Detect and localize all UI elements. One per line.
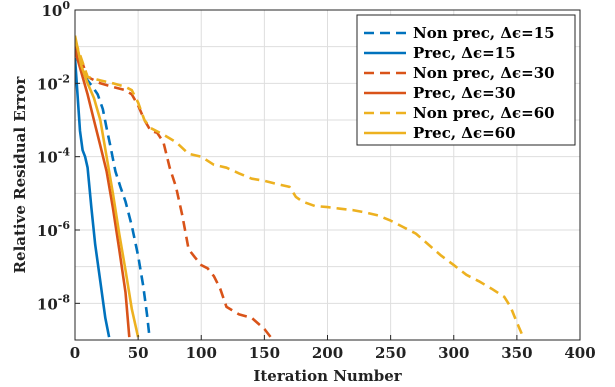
series-line-2 (75, 57, 111, 338)
series-line-6 (75, 35, 140, 338)
legend: Non prec, Δϵ=15 Prec, Δϵ=15 Non prec, Δϵ=3… (356, 14, 576, 146)
series-line-5 (75, 39, 525, 338)
legend-label-1: Non prec, Δϵ=15 (413, 24, 555, 42)
legend-box (356, 14, 576, 146)
legend-label-5: Non prec, Δϵ=60 (413, 104, 555, 122)
x-axis-label: Iteration Number (253, 367, 402, 385)
x-tick-label: 300 (438, 344, 469, 362)
series-line-4 (75, 49, 131, 338)
x-tick-label: 50 (128, 344, 149, 362)
y-tick-label: 10-8 (37, 292, 70, 313)
x-tick-label: 250 (375, 344, 406, 362)
x-tick-label: 0 (70, 344, 80, 362)
legend-label-3: Non prec, Δϵ=30 (413, 64, 555, 82)
x-tick-label: 350 (501, 344, 532, 362)
series-layer (75, 35, 525, 338)
legend-label-4: Prec, Δϵ=30 (413, 84, 516, 102)
legend-label-6: Prec, Δϵ=60 (413, 124, 516, 142)
x-tick-label: 200 (312, 344, 343, 362)
ticks: 0 50 100 150 200 250 300 350 400 100 10-2 10-4 10-6 1… (37, 0, 596, 362)
y-tick-label: 100 (41, 0, 70, 20)
y-axis-label: Relative Residual Error (11, 75, 29, 273)
y-tick-label: 10-4 (37, 146, 70, 167)
x-tick-label: 100 (186, 344, 217, 362)
y-tick-label: 10-6 (37, 219, 70, 240)
x-tick-label: 400 (564, 344, 595, 362)
y-tick-label: 10-2 (37, 72, 70, 93)
series-line-3 (75, 43, 272, 338)
legend-label-2: Prec, Δϵ=15 (413, 44, 516, 62)
x-tick-label: 150 (249, 344, 280, 362)
